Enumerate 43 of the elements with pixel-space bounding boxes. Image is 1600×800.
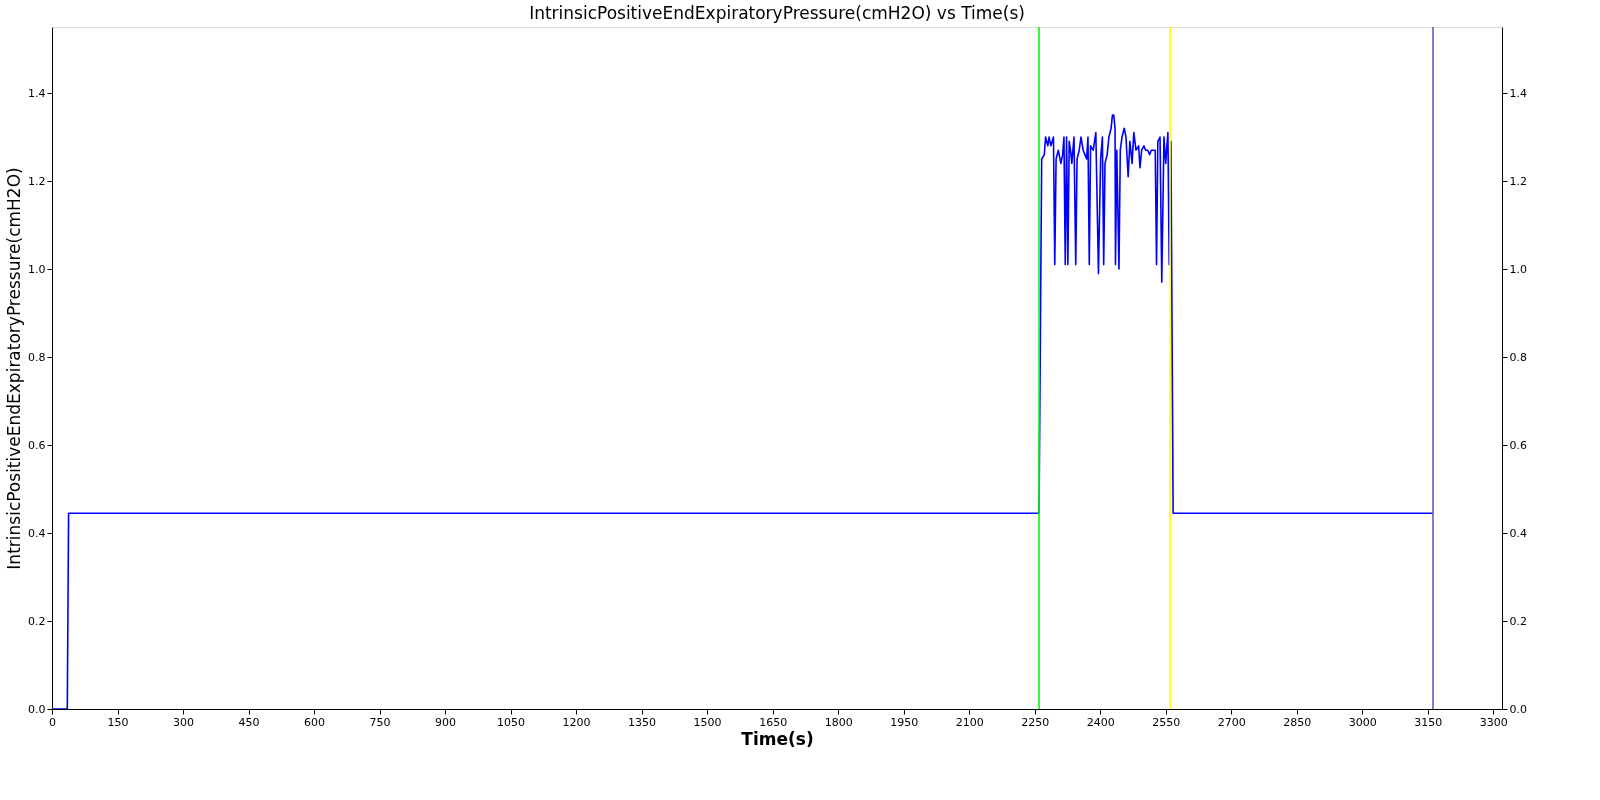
- x-tick-label: 0: [49, 715, 56, 729]
- chart-title: IntrinsicPositiveEndExpiratoryPressure(cmH2O) vs Time(s): [529, 3, 1025, 23]
- x-tick-label: 3150: [1414, 715, 1443, 729]
- x-tick-label: 1650: [759, 715, 788, 729]
- x-tick-label: 300: [173, 715, 195, 729]
- x-tick-label: 1950: [890, 715, 919, 729]
- y-tick-label: 0.4: [28, 526, 46, 540]
- x-tick-label: 2550: [1152, 715, 1181, 729]
- x-tick-label: 2850: [1283, 715, 1312, 729]
- x-tick-label: 1350: [628, 715, 657, 729]
- y-tick-label: 1.0: [28, 262, 46, 276]
- y2-tick-label: 1.2: [1509, 174, 1527, 188]
- y-tick-label: 1.4: [28, 86, 46, 100]
- y2-tick-label: 0.6: [1509, 438, 1527, 452]
- y-tick-label: 1.2: [28, 174, 46, 188]
- x-tick-label: 1800: [824, 715, 853, 729]
- x-tick-label: 150: [107, 715, 129, 729]
- y-tick-label: 0.6: [28, 438, 46, 452]
- y2-tick-label: 0.8: [1509, 350, 1527, 364]
- y-axis-title: IntrinsicPositiveEndExpiratoryPressure(cmH2O): [4, 167, 25, 570]
- x-tick-label: 3000: [1348, 715, 1377, 729]
- x-tick-label: 600: [304, 715, 326, 729]
- line-series: [52, 114, 1434, 709]
- x-tick-label: 2700: [1217, 715, 1246, 729]
- x-tick-label: 3300: [1479, 715, 1508, 729]
- y-tick-label: 0.0: [28, 702, 46, 716]
- x-tick-label: 2400: [1086, 715, 1115, 729]
- x-tick-label: 2250: [1021, 715, 1050, 729]
- y-tick-label: 0.8: [28, 350, 46, 364]
- x-tick-label: 1500: [693, 715, 722, 729]
- x-axis-title: Time(s): [741, 728, 814, 749]
- y2-tick-label: 1.0: [1509, 262, 1527, 276]
- x-tick-label: 1050: [497, 715, 526, 729]
- y2-tick-label: 1.4: [1509, 86, 1527, 100]
- y2-tick-label: 0.0: [1509, 702, 1527, 716]
- x-tick-label: 450: [238, 715, 260, 729]
- y2-tick-label: 0.2: [1509, 614, 1527, 628]
- x-tick-label: 900: [435, 715, 457, 729]
- y2-tick-label: 0.4: [1509, 526, 1527, 540]
- x-tick-label: 1200: [562, 715, 591, 729]
- x-tick-label: 750: [369, 715, 391, 729]
- y-tick-label: 0.2: [28, 614, 46, 628]
- x-tick-label: 2100: [955, 715, 984, 729]
